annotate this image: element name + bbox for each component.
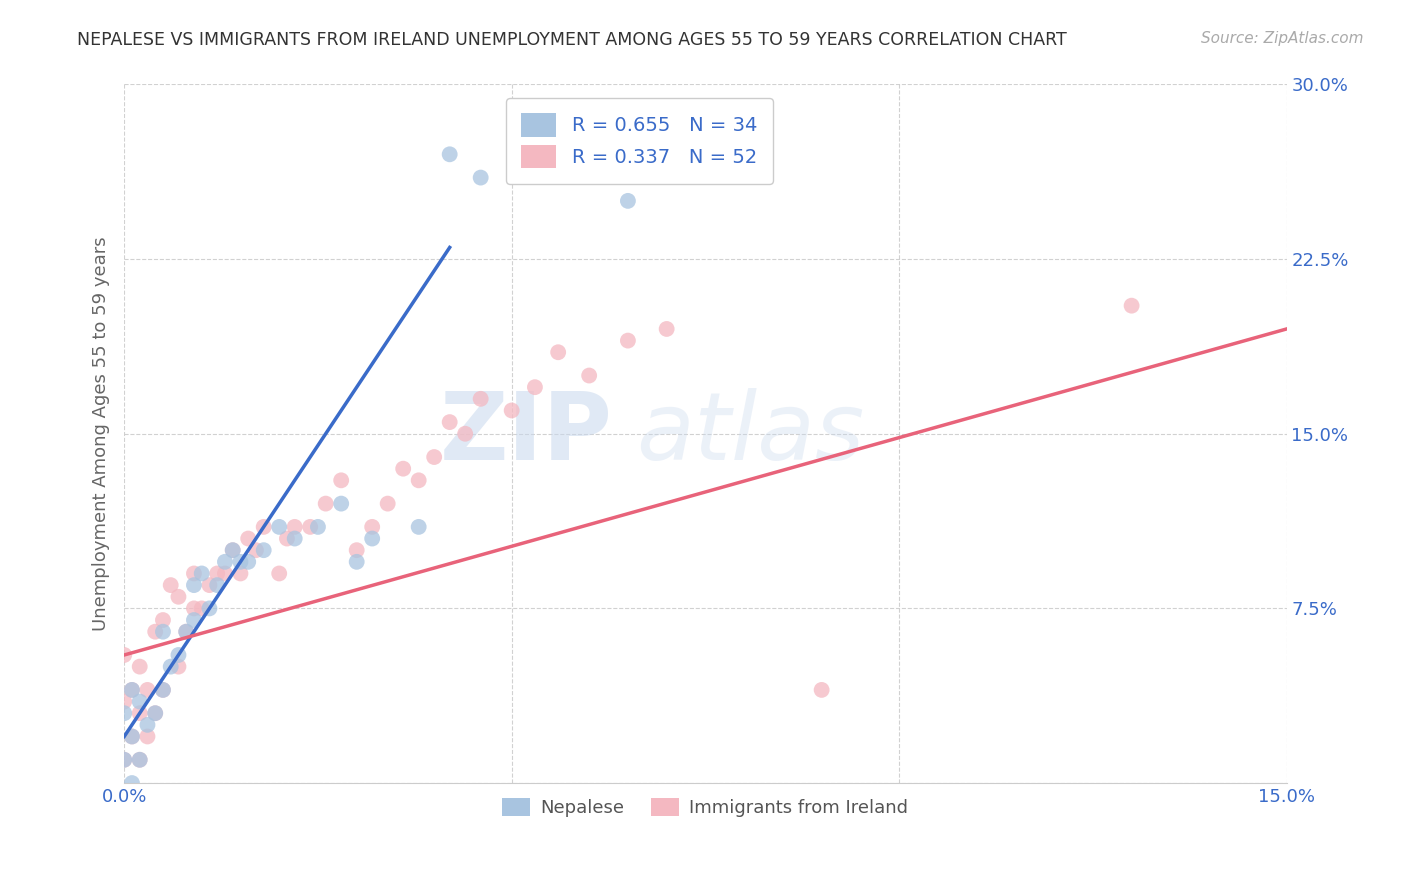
Point	[143, 706, 166, 721]
Point	[152, 624, 174, 639]
Point	[307, 520, 329, 534]
Legend: Nepalese, Immigrants from Ireland: Nepalese, Immigrants from Ireland	[495, 790, 915, 824]
Y-axis label: Unemployment Among Ages 55 to 59 years: Unemployment Among Ages 55 to 59 years	[93, 236, 110, 631]
Point	[121, 730, 143, 744]
Text: atlas: atlas	[636, 388, 863, 479]
Point	[377, 497, 399, 511]
Point	[423, 450, 446, 464]
Point	[112, 753, 135, 767]
Point	[346, 543, 368, 558]
Point	[547, 345, 569, 359]
Point	[174, 624, 197, 639]
Point	[315, 497, 337, 511]
Point	[810, 682, 832, 697]
Point	[470, 392, 492, 406]
Point	[167, 659, 190, 673]
Point	[128, 753, 150, 767]
Point	[229, 555, 252, 569]
Point	[276, 532, 298, 546]
Point	[121, 682, 143, 697]
Point	[136, 718, 159, 732]
Point	[183, 613, 205, 627]
Point	[190, 566, 212, 581]
Point	[439, 415, 461, 429]
Point	[299, 520, 322, 534]
Point	[205, 578, 228, 592]
Point	[190, 601, 212, 615]
Point	[159, 578, 181, 592]
Point	[112, 694, 135, 708]
Point	[205, 566, 228, 581]
Point	[121, 730, 143, 744]
Point	[198, 601, 221, 615]
Point	[1121, 299, 1143, 313]
Point	[128, 706, 150, 721]
Point	[361, 520, 384, 534]
Point	[245, 543, 267, 558]
Point	[136, 730, 159, 744]
Point	[523, 380, 546, 394]
Point	[128, 753, 150, 767]
Point	[330, 473, 353, 487]
Point	[229, 566, 252, 581]
Point	[408, 473, 430, 487]
Point	[143, 706, 166, 721]
Point	[167, 590, 190, 604]
Point	[269, 566, 291, 581]
Point	[655, 322, 678, 336]
Point	[174, 624, 197, 639]
Point	[501, 403, 523, 417]
Point	[112, 648, 135, 662]
Point	[617, 334, 640, 348]
Point	[470, 170, 492, 185]
Point	[408, 520, 430, 534]
Point	[284, 520, 307, 534]
Text: Source: ZipAtlas.com: Source: ZipAtlas.com	[1201, 31, 1364, 46]
Point	[617, 194, 640, 208]
Point	[152, 682, 174, 697]
Point	[112, 706, 135, 721]
Point	[346, 555, 368, 569]
Point	[128, 694, 150, 708]
Point	[253, 543, 276, 558]
Point	[143, 624, 166, 639]
Text: ZIP: ZIP	[440, 388, 613, 480]
Point	[269, 520, 291, 534]
Point	[112, 753, 135, 767]
Text: NEPALESE VS IMMIGRANTS FROM IRELAND UNEMPLOYMENT AMONG AGES 55 TO 59 YEARS CORRE: NEPALESE VS IMMIGRANTS FROM IRELAND UNEM…	[77, 31, 1067, 49]
Point	[136, 682, 159, 697]
Point	[214, 555, 236, 569]
Point	[222, 543, 245, 558]
Point	[361, 532, 384, 546]
Point	[198, 578, 221, 592]
Point	[392, 461, 415, 475]
Point	[222, 543, 245, 558]
Point	[454, 426, 477, 441]
Point	[214, 566, 236, 581]
Point	[284, 532, 307, 546]
Point	[167, 648, 190, 662]
Point	[128, 659, 150, 673]
Point	[183, 566, 205, 581]
Point	[121, 682, 143, 697]
Point	[330, 497, 353, 511]
Point	[238, 555, 260, 569]
Point	[121, 776, 143, 790]
Point	[238, 532, 260, 546]
Point	[183, 601, 205, 615]
Point	[439, 147, 461, 161]
Point	[152, 682, 174, 697]
Point	[578, 368, 600, 383]
Point	[253, 520, 276, 534]
Point	[183, 578, 205, 592]
Point	[152, 613, 174, 627]
Point	[159, 659, 181, 673]
